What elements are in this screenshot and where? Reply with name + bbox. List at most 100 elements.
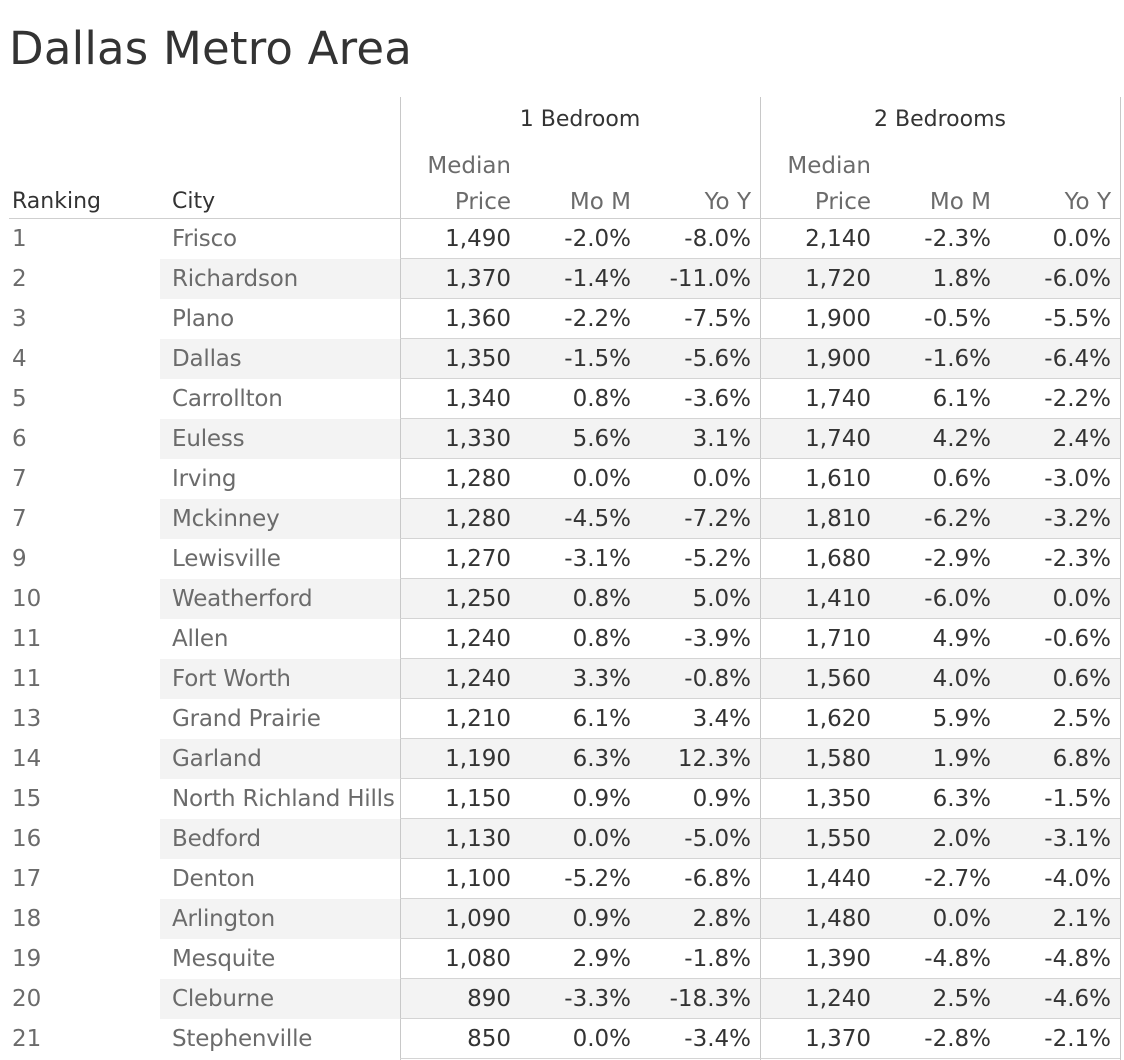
- ranking-cell: 6: [12, 426, 27, 452]
- ranking-cell: 15: [12, 786, 42, 812]
- b2-mom-cell: 0.0%: [932, 906, 991, 932]
- b1-mom-cell: 0.0%: [572, 1026, 631, 1052]
- b1-price-cell: 890: [467, 986, 511, 1012]
- b1-mom-cell: -1.4%: [564, 266, 631, 292]
- b1-mom-cell: -4.5%: [564, 506, 631, 532]
- city-cell: Irving: [172, 466, 237, 492]
- b2-price-cell: 1,440: [805, 866, 871, 892]
- city-cell: Euless: [172, 426, 245, 452]
- table-right-border: [1120, 97, 1121, 1060]
- column-header-ranking: Ranking: [12, 189, 101, 214]
- b1-price-cell: 1,340: [445, 386, 511, 412]
- b1-mom-cell: 0.9%: [572, 906, 631, 932]
- b1-mom-cell: -3.1%: [564, 546, 631, 572]
- ranking-cell: 7: [12, 466, 27, 492]
- b2-yoy-cell: 0.6%: [1052, 666, 1111, 692]
- b2-yoy-cell: 2.5%: [1052, 706, 1111, 732]
- b2-price-cell: 1,560: [805, 666, 871, 692]
- b2-price-cell: 1,620: [805, 706, 871, 732]
- row-band: [160, 979, 1120, 1019]
- row-divider: [400, 898, 1120, 899]
- group-header-2-bedrooms: 2 Bedrooms: [874, 107, 1006, 132]
- city-cell: Garland: [172, 746, 262, 772]
- row-divider: [400, 658, 1120, 659]
- city-cell: Stephenville: [172, 1026, 313, 1052]
- b1-mom-cell: -3.3%: [564, 986, 631, 1012]
- b2-yoy-cell: -5.5%: [1044, 306, 1111, 332]
- b2-mom-cell: 6.1%: [932, 386, 991, 412]
- column-header-mom: Mo M: [929, 189, 991, 215]
- b2-mom-cell: -0.5%: [924, 306, 991, 332]
- b2-yoy-cell: 2.4%: [1052, 426, 1111, 452]
- row-band: [160, 419, 1120, 459]
- b1-yoy-cell: 2.8%: [692, 906, 751, 932]
- b1-yoy-cell: 12.3%: [677, 746, 751, 772]
- b2-price-cell: 1,410: [805, 586, 871, 612]
- header-divider: [9, 218, 1120, 219]
- b1-yoy-cell: 0.9%: [692, 786, 751, 812]
- b1-mom-cell: 0.8%: [572, 386, 631, 412]
- b1-mom-cell: 0.0%: [572, 466, 631, 492]
- b2-yoy-cell: -2.1%: [1044, 1026, 1111, 1052]
- b2-price-cell: 1,740: [805, 386, 871, 412]
- column-header-price: Price: [814, 189, 871, 215]
- b2-yoy-cell: 6.8%: [1052, 746, 1111, 772]
- city-cell: Mesquite: [172, 946, 276, 972]
- ranking-cell: 3: [12, 306, 27, 332]
- row-divider: [400, 938, 1120, 939]
- b2-mom-cell: 4.9%: [932, 626, 991, 652]
- ranking-cell: 11: [12, 626, 42, 652]
- row-band: [160, 579, 1120, 619]
- b2-mom-cell: -2.3%: [924, 226, 991, 252]
- b1-price-cell: 1,280: [445, 506, 511, 532]
- b1-mom-cell: 0.0%: [572, 826, 631, 852]
- b1-mom-cell: 0.9%: [572, 786, 631, 812]
- b1-mom-cell: -2.0%: [564, 226, 631, 252]
- b2-yoy-cell: 0.0%: [1052, 586, 1111, 612]
- column-header-yoy: Yo Y: [1064, 189, 1111, 215]
- b2-price-cell: 1,240: [805, 986, 871, 1012]
- ranking-cell: 4: [12, 346, 27, 372]
- b2-price-cell: 1,900: [805, 306, 871, 332]
- row-divider: [400, 538, 1120, 539]
- city-cell: Denton: [172, 866, 255, 892]
- city-cell: Allen: [172, 626, 229, 652]
- b2-yoy-cell: -2.2%: [1044, 386, 1111, 412]
- group-header-1-bedroom: 1 Bedroom: [519, 107, 641, 132]
- b1-yoy-cell: -0.8%: [684, 666, 751, 692]
- row-divider: [400, 258, 1120, 259]
- b1-yoy-cell: -3.9%: [684, 626, 751, 652]
- row-divider: [400, 338, 1120, 339]
- row-divider: [400, 498, 1120, 499]
- city-cell: Frisco: [172, 226, 237, 252]
- b2-yoy-cell: -3.1%: [1044, 826, 1111, 852]
- b1-yoy-cell: -11.0%: [669, 266, 751, 292]
- b2-mom-cell: 6.3%: [932, 786, 991, 812]
- b2-mom-cell: -6.2%: [924, 506, 991, 532]
- city-cell: Lewisville: [172, 546, 281, 572]
- b1-price-cell: 850: [467, 1026, 511, 1052]
- city-cell: Weatherford: [172, 586, 313, 612]
- city-cell: Dallas: [172, 346, 242, 372]
- row-band: [160, 499, 1120, 539]
- b1-yoy-cell: -5.2%: [684, 546, 751, 572]
- b2-mom-cell: -4.8%: [924, 946, 991, 972]
- b2-yoy-cell: -4.6%: [1044, 986, 1111, 1012]
- b2-mom-cell: 4.2%: [932, 426, 991, 452]
- row-divider: [400, 698, 1120, 699]
- city-cell: Mckinney: [172, 506, 280, 532]
- row-divider: [400, 818, 1120, 819]
- city-cell: Richardson: [172, 266, 298, 292]
- ranking-cell: 10: [12, 586, 42, 612]
- b2-mom-cell: 4.0%: [932, 666, 991, 692]
- b1-yoy-cell: -5.6%: [684, 346, 751, 372]
- b2-price-cell: 1,390: [805, 946, 871, 972]
- row-divider: [400, 778, 1120, 779]
- b1-price-cell: 1,270: [445, 546, 511, 572]
- b1-yoy-cell: -6.8%: [684, 866, 751, 892]
- ranking-cell: 7: [12, 506, 27, 532]
- b2-price-cell: 1,740: [805, 426, 871, 452]
- b1-price-cell: 1,330: [445, 426, 511, 452]
- b1-price-cell: 1,090: [445, 906, 511, 932]
- row-divider: [400, 1018, 1120, 1019]
